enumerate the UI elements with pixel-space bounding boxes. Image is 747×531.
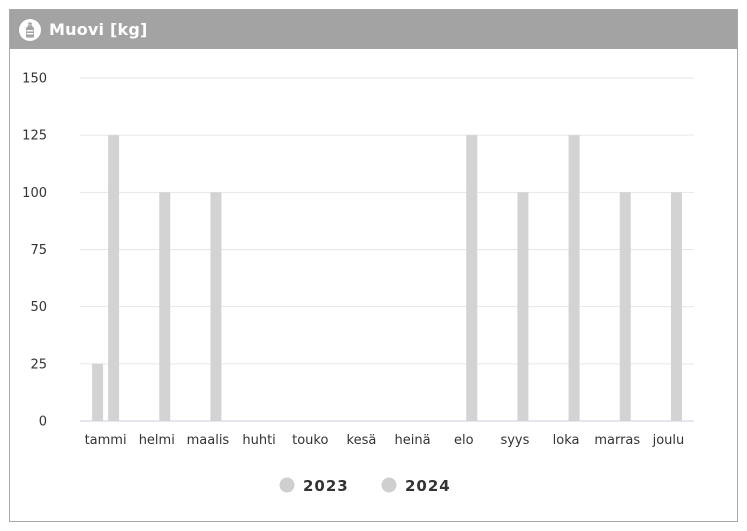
widget-title: Muovi [kg] xyxy=(49,20,148,39)
x-tick-label: marras xyxy=(594,433,640,448)
x-tick-label: huhti xyxy=(242,433,275,448)
x-tick-label: tammi xyxy=(85,433,127,448)
x-tick-label: maalis xyxy=(187,433,230,448)
legend-marker xyxy=(279,477,295,493)
bar-2024-syys[interactable] xyxy=(517,192,529,421)
x-tick-label: heinä xyxy=(395,433,431,448)
grid-lines xyxy=(80,77,694,422)
plastic-bottle-icon xyxy=(18,18,42,42)
y-tick-label: 25 xyxy=(30,357,47,372)
bar-2024-elo[interactable] xyxy=(466,135,478,421)
x-tick-label: syys xyxy=(500,433,529,448)
x-tick-label: joulu xyxy=(652,433,685,448)
y-tick-label: 150 xyxy=(22,72,47,87)
y-tick-label: 125 xyxy=(22,129,47,144)
y-tick-label: 100 xyxy=(22,186,47,201)
y-tick-label: 50 xyxy=(30,300,47,315)
bars xyxy=(92,135,682,421)
y-tick-label: 75 xyxy=(30,243,47,258)
legend-marker xyxy=(381,477,397,493)
x-tick-label: kesä xyxy=(347,433,377,448)
legend-label: 2024 xyxy=(405,477,451,495)
x-tick-label: loka xyxy=(553,433,580,448)
widget-header: Muovi [kg] xyxy=(10,10,737,49)
x-tick-label: elo xyxy=(454,433,474,448)
legend[interactable]: 2023 2024 xyxy=(279,477,451,495)
y-tick-label: 0 xyxy=(39,415,47,430)
legend-item-2024[interactable]: 2024 xyxy=(381,477,451,495)
x-axis-tick-labels: tammi helmi maalis huhti touko kesä heinä elo sy… xyxy=(85,433,685,448)
bar-2024-joulu[interactable] xyxy=(670,192,682,421)
legend-item-2023[interactable]: 2023 xyxy=(279,477,349,495)
legend-label: 2023 xyxy=(303,477,349,495)
x-tick-label: touko xyxy=(292,433,328,448)
bar-2024-maalis[interactable] xyxy=(210,192,222,421)
bar-2024-loka[interactable] xyxy=(568,135,580,421)
bar-2024-marras[interactable] xyxy=(619,192,631,421)
x-tick-label: helmi xyxy=(139,433,175,448)
chart-widget: Muovi [kg] xyxy=(9,9,738,522)
bar-2024-helmi[interactable] xyxy=(159,192,171,421)
bar-2024-tammi[interactable] xyxy=(108,135,120,421)
bar-2023-tammi[interactable] xyxy=(92,363,104,421)
y-axis-tick-labels: 0 25 50 75 100 125 150 xyxy=(22,72,47,430)
